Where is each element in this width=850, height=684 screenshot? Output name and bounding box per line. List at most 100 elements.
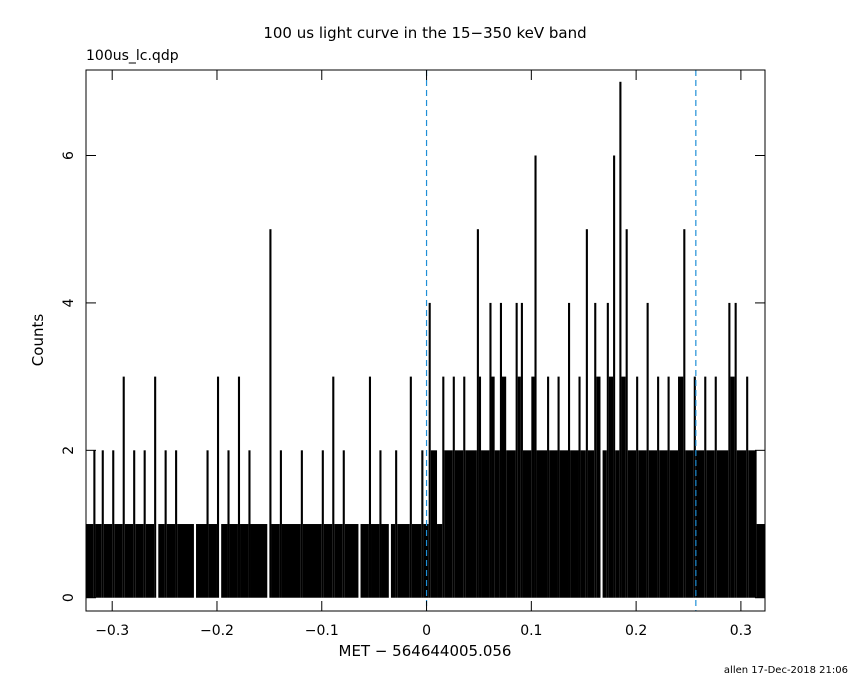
count-bar — [281, 524, 301, 598]
count-bar — [250, 524, 268, 598]
count-bar — [411, 524, 422, 598]
count-bar — [114, 524, 123, 598]
count-bar — [515, 302, 518, 598]
count-bar — [580, 450, 586, 598]
count-bar — [390, 524, 396, 598]
count-bar — [208, 524, 217, 598]
y-tick-label: 0 — [61, 593, 77, 602]
count-bar — [659, 450, 668, 598]
count-bar — [300, 450, 303, 598]
count-bar — [227, 450, 230, 598]
count-bar — [669, 450, 679, 598]
count-bar — [154, 376, 157, 598]
count-bar — [101, 450, 104, 598]
count-bar — [371, 524, 380, 598]
x-tick-label: −0.3 — [95, 623, 129, 639]
count-bar — [602, 450, 607, 598]
count-bar — [695, 450, 705, 598]
count-bar — [549, 450, 558, 598]
count-bar — [381, 524, 389, 598]
count-bar — [657, 376, 660, 598]
x-tick-label: −0.1 — [305, 623, 339, 639]
count-bar — [478, 376, 482, 598]
count-bar — [716, 450, 729, 598]
count-bar — [559, 450, 569, 598]
count-bar — [678, 376, 684, 598]
x-tick-label: −0.2 — [200, 623, 234, 639]
count-bar — [240, 524, 249, 598]
x-tick-label: 0 — [422, 623, 431, 639]
y-axis-label: Counts — [29, 314, 47, 367]
count-bar — [428, 302, 431, 598]
count-bar — [491, 376, 495, 598]
count-bar — [135, 524, 144, 598]
count-bar — [302, 524, 322, 598]
count-bar — [736, 450, 747, 598]
count-bar — [323, 524, 333, 598]
count-bar — [196, 524, 207, 598]
count-bar — [103, 524, 113, 598]
count-bar — [531, 376, 535, 598]
count-bar — [269, 229, 272, 598]
y-tick-label: 4 — [61, 298, 77, 307]
count-bar — [756, 524, 765, 598]
plot-frame — [85, 69, 766, 612]
count-bar — [444, 450, 453, 598]
x-axis-label: MET − 564644005.056 — [339, 642, 512, 660]
count-bar — [342, 450, 345, 598]
x-tick-label: 0.2 — [625, 623, 647, 639]
count-bar — [706, 450, 715, 598]
count-bar — [646, 302, 649, 598]
count-bar — [476, 229, 479, 598]
count-bar — [360, 524, 369, 598]
count-bar — [596, 376, 601, 598]
count-bar — [625, 229, 628, 598]
y-tick-label: 6 — [61, 151, 77, 160]
count-bar — [133, 450, 136, 598]
count-bar — [734, 302, 737, 598]
y-tick-label: 2 — [61, 446, 77, 455]
count-bar — [728, 302, 731, 598]
count-bar — [237, 376, 241, 598]
count-bar — [221, 524, 228, 598]
count-bar — [587, 450, 595, 598]
count-bar — [454, 450, 464, 598]
count-bar — [534, 155, 537, 598]
count-bar — [437, 524, 443, 598]
count-bar — [206, 450, 209, 598]
count-bar — [608, 376, 614, 598]
count-bar — [683, 229, 686, 598]
count-bar — [585, 229, 588, 598]
count-bar — [463, 376, 466, 598]
count-bar — [636, 376, 639, 598]
count-bar — [177, 524, 194, 598]
count-bar — [368, 376, 372, 598]
count-bar — [648, 450, 658, 598]
count-bar — [442, 376, 445, 598]
count-bar — [499, 302, 502, 598]
count-bar — [568, 302, 571, 598]
count-bar — [615, 450, 620, 598]
count-bar — [397, 524, 410, 598]
count-bar — [409, 376, 412, 598]
footer: allen 17-Dec-2018 21:06 — [724, 665, 848, 676]
count-bar — [547, 376, 550, 598]
count-bar — [746, 376, 749, 598]
count-bar — [481, 450, 490, 598]
chart-title: 100 us light curve in the 15−350 keV ban… — [263, 24, 586, 42]
count-bar — [704, 376, 707, 598]
count-bar — [494, 450, 500, 598]
count-bar — [613, 155, 616, 598]
count-bar — [143, 450, 146, 598]
count-bar — [594, 302, 597, 598]
count-bar — [175, 450, 178, 598]
count-bar — [578, 376, 581, 598]
count-bar — [685, 450, 694, 598]
count-bar — [145, 524, 155, 598]
count-bar — [112, 450, 115, 598]
count-bar — [271, 524, 280, 598]
count-bar — [522, 450, 532, 598]
count-bar — [334, 524, 343, 598]
count-bar — [122, 376, 125, 598]
count-bar — [621, 376, 626, 598]
